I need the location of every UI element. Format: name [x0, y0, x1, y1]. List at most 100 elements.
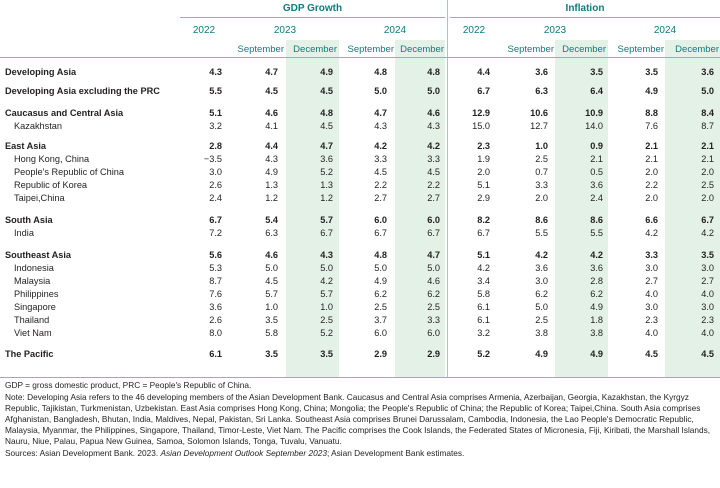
table-cell: 6.7 — [477, 86, 490, 96]
table-cell: 5.2 — [320, 167, 333, 177]
table-cell: 4.3 — [265, 154, 278, 164]
table-cell: 4.7 — [374, 108, 387, 118]
table-cell: 5.8 — [477, 289, 490, 299]
table-cell: 5.4 — [265, 215, 278, 225]
table-cell: 3.5 — [645, 67, 658, 77]
table-cell: 4.7 — [320, 141, 333, 151]
table-cell: 6.0 — [374, 328, 387, 338]
table-row: East Asia 2.8 4.4 4.7 4.2 4.2 2.3 1.0 0.9 2.1 2.1 — [0, 140, 720, 152]
year-label: 2023 — [273, 25, 297, 36]
table-cell: 3.3 — [427, 154, 440, 164]
table-cell: 4.8 — [320, 108, 333, 118]
table-cell: 1.3 — [320, 180, 333, 190]
table-cell: 3.0 — [535, 276, 548, 286]
definitions-note: Note: Developing Asia refers to the 46 d… — [5, 392, 711, 446]
gdp-growth-header: GDP Growth — [282, 3, 343, 14]
table-cell: 7.6 — [209, 289, 222, 299]
table-bottom-rule — [0, 377, 720, 378]
row-label: South Asia — [5, 215, 53, 225]
table-cell: 3.0 — [645, 302, 658, 312]
table-cell: 5.2 — [320, 328, 333, 338]
sources-title: Asian Development Outlook September 2023 — [160, 448, 327, 458]
table-cell: 2.0 — [645, 193, 658, 203]
month-label: December — [562, 44, 606, 55]
inflation-header: Inflation — [565, 3, 605, 14]
table-cell: 4.9 — [320, 67, 333, 77]
table-cell: 4.2 — [701, 228, 714, 238]
table-cell: 3.8 — [590, 328, 603, 338]
table-cell: 5.0 — [427, 86, 440, 96]
table-cell: 2.7 — [374, 193, 387, 203]
year-label: 2024 — [383, 25, 407, 36]
table-cell: 6.2 — [535, 289, 548, 299]
year-label: 2022 — [462, 25, 486, 36]
table-cell: 3.5 — [590, 67, 603, 77]
table-cell: 8.7 — [701, 121, 714, 131]
table-cell: 8.6 — [590, 215, 603, 225]
table-cell: 5.0 — [535, 302, 548, 312]
table-cell: 3.6 — [535, 263, 548, 273]
table-cell: 3.2 — [209, 121, 222, 131]
table-cell: 6.3 — [265, 228, 278, 238]
table-notes: GDP = gross domestic product, PRC = Peop… — [5, 380, 717, 460]
table-cell: 3.6 — [701, 67, 714, 77]
table-row: Developing Asia excluding the PRC 5.5 4.5 4… — [0, 85, 720, 97]
header-rule — [450, 17, 720, 18]
table-cell: 0.5 — [590, 167, 603, 177]
table-cell: 3.5 — [265, 349, 278, 359]
table-cell: 0.9 — [590, 141, 603, 151]
table-cell: 4.8 — [427, 67, 440, 77]
table-cell: 6.1 — [477, 315, 490, 325]
table-row: Caucasus and Central Asia 5.1 4.6 4.8 4.7 4.6… — [0, 107, 720, 119]
table-cell: 2.5 — [535, 154, 548, 164]
table-cell: 7.6 — [645, 121, 658, 131]
row-label: Developing Asia — [5, 67, 77, 77]
table-cell: 1.9 — [477, 154, 490, 164]
table-row: Viet Nam 8.0 5.8 5.2 6.0 6.0 3.2 3.8 3.8 4.0 4.0 — [0, 327, 720, 339]
table-cell: 3.3 — [645, 250, 658, 260]
table-cell: 4.5 — [374, 167, 387, 177]
table-cell: 2.1 — [645, 154, 658, 164]
table-cell: 5.7 — [265, 289, 278, 299]
table-cell: 2.3 — [701, 315, 714, 325]
table-cell: 1.8 — [590, 315, 603, 325]
table-cell: 4.4 — [477, 67, 490, 77]
table-cell: 4.8 — [374, 250, 387, 260]
table-cell: 6.7 — [320, 228, 333, 238]
table-cell: 3.3 — [427, 315, 440, 325]
group-divider — [447, 0, 448, 377]
table-cell: 4.5 — [320, 86, 333, 96]
table-cell: 4.2 — [427, 141, 440, 151]
row-label: The Pacific — [5, 349, 54, 359]
table-cell: 5.1 — [477, 250, 490, 260]
table-cell: 2.5 — [320, 315, 333, 325]
table-cell: 4.9 — [265, 167, 278, 177]
table-cell: 7.2 — [209, 228, 222, 238]
table-cell: 6.7 — [701, 215, 714, 225]
table-cell: 4.9 — [645, 86, 658, 96]
table-cell: 2.6 — [209, 180, 222, 190]
table-cell: 0.7 — [535, 167, 548, 177]
table-cell: 6.3 — [535, 86, 548, 96]
table-cell: 1.2 — [320, 193, 333, 203]
table-cell: 6.7 — [374, 228, 387, 238]
table-cell: 5.5 — [590, 228, 603, 238]
table-cell: 2.7 — [701, 276, 714, 286]
table-row: Southeast Asia 5.6 4.6 4.3 4.8 4.7 5.1 4.2 4.2 3.… — [0, 249, 720, 261]
table-cell: 3.0 — [701, 263, 714, 273]
row-label: Thailand — [14, 315, 50, 325]
table-cell: 5.1 — [477, 180, 490, 190]
table-cell: 2.3 — [477, 141, 490, 151]
table-cell: 3.4 — [477, 276, 490, 286]
table-cell: 2.4 — [209, 193, 222, 203]
row-label: Kazakhstan — [14, 121, 63, 131]
table-row: Republic of Korea 2.6 1.3 1.3 2.2 2.2 5.1 3.3 3.… — [0, 179, 720, 191]
year-label: 2024 — [653, 25, 677, 36]
abbreviations-note: GDP = gross domestic product, PRC = Peop… — [5, 380, 252, 390]
table-cell: 1.0 — [535, 141, 548, 151]
table-cell: 3.6 — [320, 154, 333, 164]
table-cell: 3.5 — [320, 349, 333, 359]
table-cell: 4.8 — [374, 67, 387, 77]
table-cell: −3.5 — [203, 154, 222, 164]
table-cell: 5.0 — [374, 263, 387, 273]
